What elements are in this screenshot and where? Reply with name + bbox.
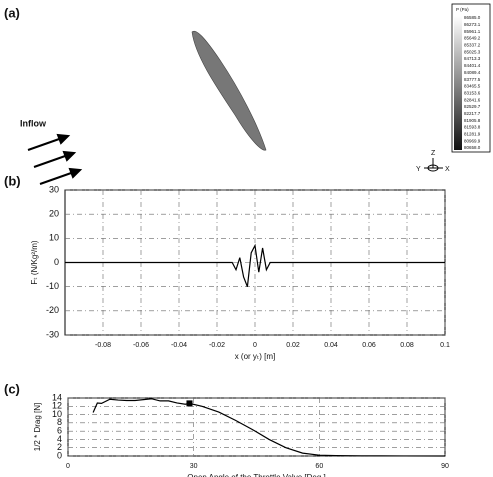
colorbar-label: 82217.7 bbox=[464, 111, 481, 116]
x-tick-label: 0.06 bbox=[362, 342, 376, 349]
x-axis-label: x (or yₜ) [m] bbox=[235, 352, 276, 361]
colorbar-label: 83777.5 bbox=[464, 77, 481, 82]
colorbar-label: 85337.2 bbox=[464, 43, 481, 48]
colorbar-label: 84713.3 bbox=[464, 56, 481, 61]
y-tick-label: 30 bbox=[49, 184, 59, 194]
colorbar bbox=[454, 16, 462, 150]
x-tick-label: 90 bbox=[441, 463, 449, 470]
blade bbox=[192, 31, 266, 150]
x-tick-label: -0.06 bbox=[133, 342, 149, 349]
triad-y: Y bbox=[416, 166, 421, 173]
colorbar-label: 86585.0 bbox=[464, 15, 481, 20]
y-tick-label: -20 bbox=[46, 305, 59, 315]
colorbar-label: 85961.1 bbox=[464, 29, 481, 34]
y-tick-label: 20 bbox=[49, 209, 59, 219]
colorbar-label: 84089.4 bbox=[464, 70, 481, 75]
y-axis-label: 1/2 * Drag [N] bbox=[33, 403, 42, 451]
colorbar-label: 84401.4 bbox=[464, 63, 481, 68]
y-tick-label: 14 bbox=[52, 392, 62, 402]
x-tick-label: 0.1 bbox=[440, 342, 450, 349]
colorbar-label: 82529.7 bbox=[464, 104, 481, 109]
triad-x: X bbox=[445, 166, 450, 173]
colorbar-label: 80658.0 bbox=[464, 145, 481, 150]
plot-frame bbox=[68, 398, 445, 456]
inflow-label: Inflow bbox=[20, 118, 47, 128]
x-tick-label: 0 bbox=[253, 342, 257, 349]
x-tick-label: 0.08 bbox=[400, 342, 414, 349]
y-axis-label: Fₜ (N/Kg²/m) bbox=[30, 240, 39, 284]
panel-label: (b) bbox=[4, 173, 21, 188]
triad bbox=[424, 158, 443, 171]
colorbar-label: 85025.3 bbox=[464, 49, 481, 54]
x-tick-label: -0.04 bbox=[171, 342, 187, 349]
panel-label: (c) bbox=[4, 381, 20, 396]
colorbar-label: 83465.5 bbox=[464, 84, 481, 89]
y-tick-label: 10 bbox=[49, 233, 59, 243]
colorbar-title: P (Pa) bbox=[456, 7, 469, 12]
colorbar-label: 81905.8 bbox=[464, 118, 481, 123]
x-tick-label: -0.02 bbox=[209, 342, 225, 349]
y-tick-label: -10 bbox=[46, 281, 59, 291]
x-tick-label: 60 bbox=[315, 463, 323, 470]
colorbar-label: 82841.6 bbox=[464, 97, 481, 102]
figure: (a) Inflow P (Pa) Z Y X 86585.0 86273.1 85… bbox=[0, 0, 493, 477]
panel-label: (a) bbox=[4, 5, 20, 20]
marker bbox=[186, 400, 192, 406]
colorbar-label: 83153.6 bbox=[464, 90, 481, 95]
x-tick-label: 0.02 bbox=[286, 342, 300, 349]
triad-z: Z bbox=[431, 150, 436, 157]
x-tick-label: 30 bbox=[190, 463, 198, 470]
colorbar-label: 86273.1 bbox=[464, 22, 481, 27]
colorbar-label: 81281.9 bbox=[464, 132, 481, 137]
colorbar-label: 80969.9 bbox=[464, 138, 481, 143]
x-tick-label: 0.04 bbox=[324, 342, 338, 349]
y-tick-label: 0 bbox=[54, 257, 59, 267]
inflow-arrows bbox=[28, 135, 80, 184]
y-tick-label: -30 bbox=[46, 329, 59, 339]
colorbar-label: 85649.2 bbox=[464, 36, 481, 41]
colorbar-label: 81593.8 bbox=[464, 125, 481, 130]
x-tick-label: 0 bbox=[66, 463, 70, 470]
x-tick-label: -0.08 bbox=[95, 342, 111, 349]
x-axis-label: Open Angle of the Throttle Valve [Deg.] bbox=[187, 473, 325, 477]
